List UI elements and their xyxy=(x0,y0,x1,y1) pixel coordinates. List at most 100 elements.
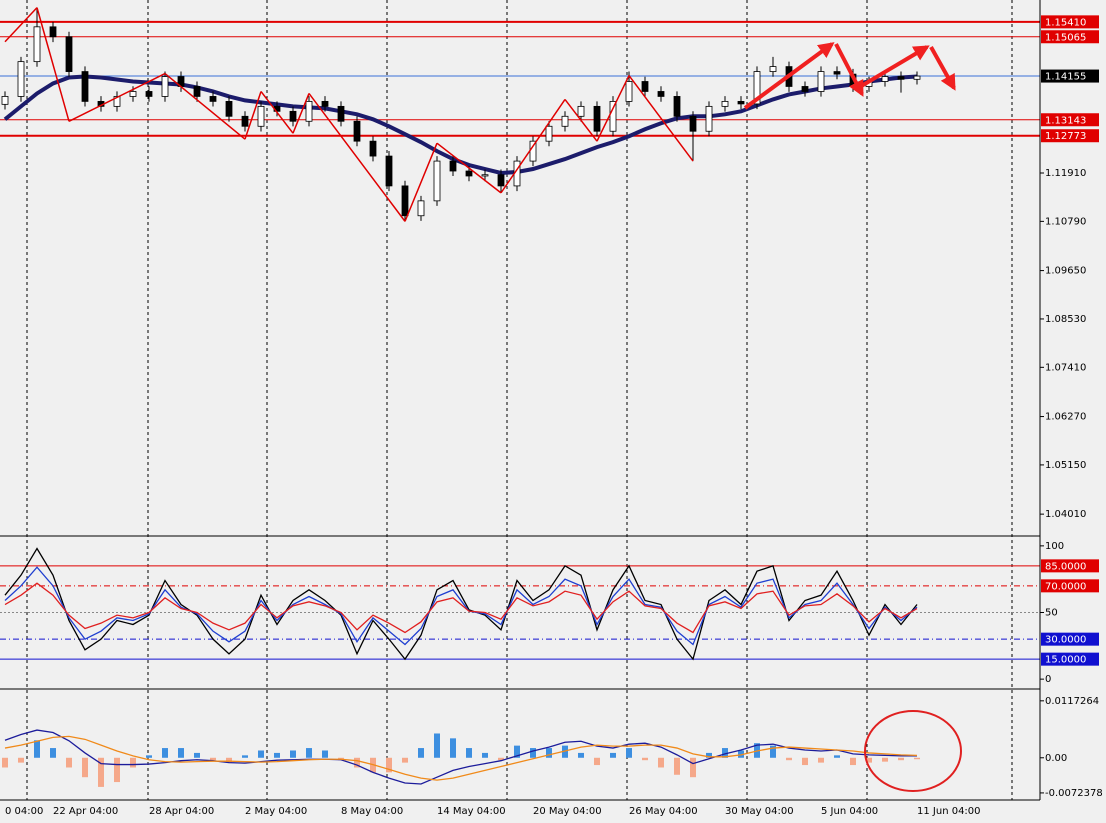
histogram-bar xyxy=(50,748,56,758)
zigzag-segment xyxy=(244,91,262,140)
candle-body xyxy=(545,125,553,142)
highlight-circle xyxy=(864,710,962,792)
candle-body xyxy=(673,96,681,117)
candle-body xyxy=(753,71,761,105)
arrow xyxy=(929,46,956,91)
histogram-bar xyxy=(34,740,40,758)
arrow xyxy=(834,43,864,97)
x-tick-label: 11 Jun 04:00 xyxy=(917,806,981,817)
candle-body xyxy=(417,200,425,217)
histogram-bar xyxy=(610,752,616,758)
x-tick-label: 26 May 04:00 xyxy=(629,806,698,817)
candle-body xyxy=(369,140,377,157)
histogram-bar xyxy=(690,757,696,778)
histogram-bar xyxy=(146,755,152,758)
histogram-bar xyxy=(514,745,520,758)
candle-body xyxy=(241,115,249,127)
histogram-bar xyxy=(546,748,552,758)
histogram-bar xyxy=(834,755,840,758)
zigzag-segment xyxy=(292,93,310,134)
series-line xyxy=(4,566,918,646)
histogram-bar xyxy=(210,757,216,761)
vertical-grid xyxy=(26,0,1013,800)
candle-body xyxy=(481,174,489,177)
histogram-bar xyxy=(866,757,872,763)
candle-body xyxy=(401,185,409,217)
level-label-box xyxy=(1041,652,1099,666)
series-line xyxy=(4,729,917,785)
level-label: 1.14155 xyxy=(1045,72,1086,83)
histogram-bar xyxy=(274,752,280,758)
histogram-bar xyxy=(722,748,728,758)
candle-body xyxy=(433,160,441,202)
candle-body xyxy=(257,105,265,127)
zigzag-segment xyxy=(628,75,694,162)
histogram-bar xyxy=(162,748,168,758)
y-tick-label: 0 xyxy=(1045,674,1051,685)
y-tick-label: 1.09650 xyxy=(1045,266,1086,277)
candle-body xyxy=(81,71,89,102)
histogram-bar xyxy=(850,757,856,766)
histogram-bar xyxy=(450,738,456,758)
candle-body xyxy=(801,86,809,92)
level-label-box xyxy=(1041,69,1099,83)
y-tick-label: 1.05150 xyxy=(1045,460,1086,471)
candle-body xyxy=(913,75,921,80)
candle-body xyxy=(881,76,889,82)
histogram-bar xyxy=(18,757,24,763)
zigzag-segment xyxy=(596,75,630,142)
histogram-bar xyxy=(578,752,584,758)
candle-body xyxy=(593,105,601,132)
x-tick-label: 5 Jun 04:00 xyxy=(821,806,878,817)
histogram-bar xyxy=(386,757,392,773)
histogram-bar xyxy=(66,757,72,768)
histogram-bar xyxy=(898,757,904,761)
histogram-bar xyxy=(802,757,808,766)
y-tick-label: 1.11910 xyxy=(1045,168,1086,179)
histogram-bar xyxy=(914,757,920,760)
histogram-bar xyxy=(626,748,632,758)
level-label: 85.0000 xyxy=(1045,561,1086,572)
arrow xyxy=(856,45,930,90)
level-label: 1.12773 xyxy=(1045,131,1086,142)
histogram-bar xyxy=(466,748,472,758)
histogram-bar xyxy=(658,757,664,768)
histogram-bar xyxy=(322,750,328,758)
zigzag-segment xyxy=(36,7,70,122)
zigzag-segment xyxy=(564,98,598,142)
histogram-bar xyxy=(594,757,600,766)
y-tick-label: 0.0117264 xyxy=(1045,696,1099,707)
candle-body xyxy=(689,115,697,132)
histogram-bar xyxy=(482,752,488,758)
histogram-bar xyxy=(402,757,408,763)
candle-body xyxy=(209,96,217,102)
candle-body xyxy=(305,101,313,122)
candle-body xyxy=(1,96,9,105)
histogram-bar xyxy=(562,745,568,758)
y-tick-label: 1.07410 xyxy=(1045,362,1086,373)
histogram-bar xyxy=(530,748,536,758)
candle-body xyxy=(145,91,153,97)
candle-body xyxy=(289,110,297,122)
y-tick-label: 1.10790 xyxy=(1045,216,1086,227)
histogram-bar xyxy=(82,757,88,778)
candle-body xyxy=(641,81,649,92)
level-label: 70.0000 xyxy=(1045,581,1086,592)
x-tick-label: 14 May 04:00 xyxy=(437,806,506,817)
candle-body xyxy=(721,101,729,107)
series-line xyxy=(4,735,918,781)
y-tick-label: 100 xyxy=(1045,541,1064,552)
y-tick-label: 50 xyxy=(1045,608,1058,619)
zigzag-segment xyxy=(68,72,166,122)
histogram-bar xyxy=(674,757,680,775)
histogram-bar xyxy=(434,733,440,758)
candle-body xyxy=(321,101,329,107)
histogram-bar xyxy=(242,755,248,758)
level-label: 1.15065 xyxy=(1045,32,1086,43)
histogram-bar xyxy=(226,757,232,763)
histogram-bar xyxy=(818,757,824,763)
histogram-bar xyxy=(354,757,360,768)
plot-layer: 0 04:00 22 Apr 04:00 28 Apr 04:00 2 May 04:… xyxy=(0,7,1040,817)
candle-body xyxy=(49,26,57,38)
